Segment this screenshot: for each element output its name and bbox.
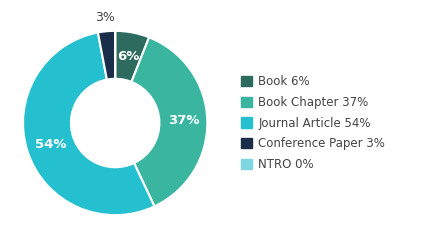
Wedge shape [98,31,115,79]
Text: 3%: 3% [95,11,115,24]
Text: 37%: 37% [167,114,199,127]
Legend: Book 6%, Book Chapter 37%, Journal Article 54%, Conference Paper 3%, NTRO 0%: Book 6%, Book Chapter 37%, Journal Artic… [241,75,385,171]
Wedge shape [132,37,207,206]
Text: 6%: 6% [117,49,139,62]
Wedge shape [115,31,149,82]
Wedge shape [23,32,155,215]
Text: 54%: 54% [35,138,66,151]
